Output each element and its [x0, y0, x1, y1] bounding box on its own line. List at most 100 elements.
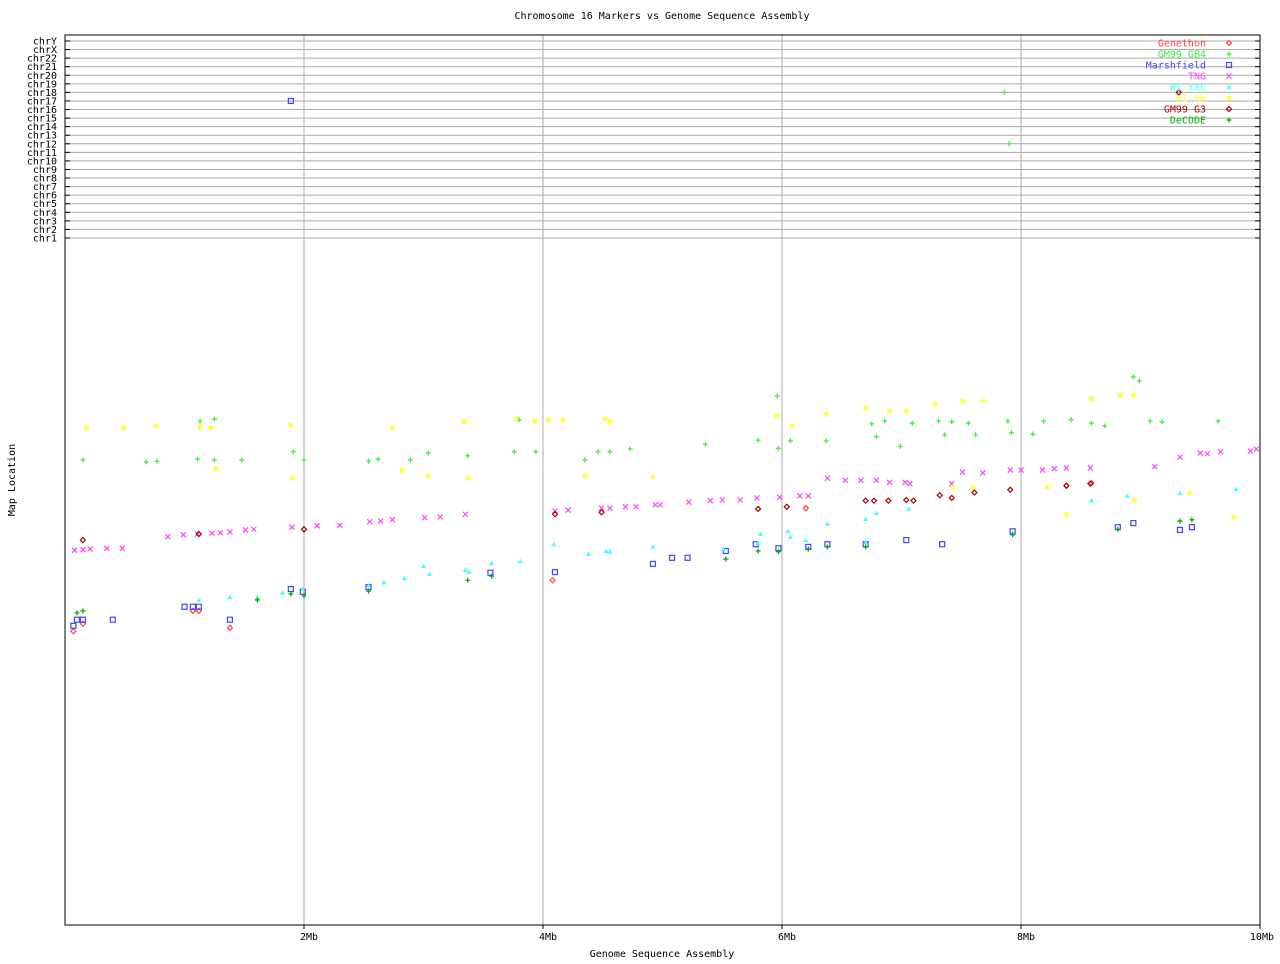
- data-point: [301, 457, 307, 463]
- data-point: [936, 418, 942, 424]
- data-point: [1177, 454, 1183, 461]
- legend-label: GM99 G3: [1164, 105, 1206, 116]
- data-point: [242, 526, 249, 533]
- data-point: [902, 496, 910, 504]
- data-point: [197, 424, 203, 430]
- data-point: [288, 591, 294, 597]
- data-point: [301, 593, 307, 599]
- data-point: [287, 585, 294, 593]
- data-point: [869, 421, 875, 427]
- data-point: [722, 547, 729, 555]
- data-point: [1132, 497, 1138, 503]
- data-point: [606, 505, 613, 512]
- data-point: [209, 530, 215, 537]
- data-point: [399, 468, 405, 474]
- data-point: [602, 416, 608, 422]
- data-point: [1176, 526, 1184, 534]
- series-tng: [71, 446, 1260, 554]
- data-point: [757, 531, 763, 536]
- data-point: [1204, 450, 1211, 457]
- data-point: [797, 492, 803, 499]
- data-point: [650, 474, 656, 480]
- data-point: [970, 485, 976, 491]
- data-point: [1177, 518, 1183, 524]
- data-point: [119, 545, 126, 552]
- data-point: [189, 607, 197, 615]
- data-point: [863, 516, 869, 522]
- data-point: [549, 576, 556, 584]
- data-point: [1189, 517, 1195, 523]
- data-point: [873, 434, 879, 440]
- data-point: [389, 516, 396, 523]
- data-point: [1030, 431, 1036, 437]
- data-point: [723, 556, 729, 562]
- data-point: [1086, 480, 1094, 488]
- data-point: [288, 422, 294, 428]
- legend-marker-plus-icon: [1226, 51, 1232, 57]
- data-point: [719, 497, 726, 503]
- data-point: [466, 569, 472, 575]
- data-point: [437, 514, 444, 520]
- data-point: [1130, 392, 1136, 398]
- data-point: [366, 458, 372, 464]
- data-point: [87, 546, 94, 552]
- data-point: [143, 459, 149, 465]
- data-point: [73, 616, 81, 623]
- data-point: [1124, 493, 1130, 498]
- data-point: [790, 423, 796, 429]
- data-point: [737, 497, 744, 503]
- data-point: [289, 475, 295, 481]
- data-point: [552, 507, 558, 514]
- data-point: [980, 398, 986, 404]
- x-tick-label: 10Mb: [1250, 932, 1274, 943]
- legend-label: DeCODE: [1170, 116, 1206, 127]
- data-point: [685, 499, 692, 505]
- data-point: [465, 577, 471, 583]
- data-point: [227, 594, 233, 600]
- x-tick-label: 4Mb: [539, 932, 557, 943]
- data-point: [824, 475, 831, 482]
- data-point: [462, 511, 469, 518]
- data-point: [755, 548, 761, 554]
- y-tick-label: chr5: [33, 199, 57, 210]
- data-point: [462, 567, 468, 573]
- data-point: [936, 491, 944, 499]
- data-point: [196, 597, 202, 602]
- data-point: [1130, 374, 1136, 380]
- chart-title: Chromosome 16 Markers vs Genome Sequence…: [514, 11, 809, 22]
- data-point: [1188, 524, 1195, 531]
- y-tick-label: chr8: [33, 174, 57, 185]
- data-point: [785, 528, 791, 534]
- data-point: [863, 544, 869, 550]
- data-point: [425, 473, 431, 479]
- data-point: [774, 413, 780, 419]
- data-point: [1215, 418, 1221, 424]
- series-wi-rh: [84, 392, 1237, 520]
- data-point: [787, 438, 793, 444]
- y-tick-label: chr7: [33, 182, 57, 193]
- data-point: [1068, 417, 1074, 423]
- data-point: [1089, 396, 1095, 402]
- data-point: [290, 449, 296, 455]
- data-point: [775, 549, 781, 555]
- series-gm99-gb4: [80, 89, 1221, 465]
- data-point: [942, 432, 948, 438]
- data-point: [254, 597, 260, 603]
- data-point: [465, 475, 471, 481]
- x-tick-label: 2Mb: [300, 932, 318, 943]
- data-point: [1063, 482, 1070, 490]
- data-point: [217, 529, 224, 536]
- data-point: [314, 522, 321, 529]
- data-point: [211, 416, 217, 422]
- data-point: [279, 589, 285, 595]
- data-point: [948, 494, 956, 502]
- data-point: [1041, 418, 1047, 424]
- y-tick-label: chr12: [27, 139, 57, 150]
- y-tick-label: chr14: [27, 122, 57, 133]
- data-point: [595, 449, 601, 455]
- data-point: [532, 418, 538, 424]
- x-tick-label: 6Mb: [778, 932, 796, 943]
- data-point: [1102, 423, 1108, 429]
- data-point: [80, 546, 86, 553]
